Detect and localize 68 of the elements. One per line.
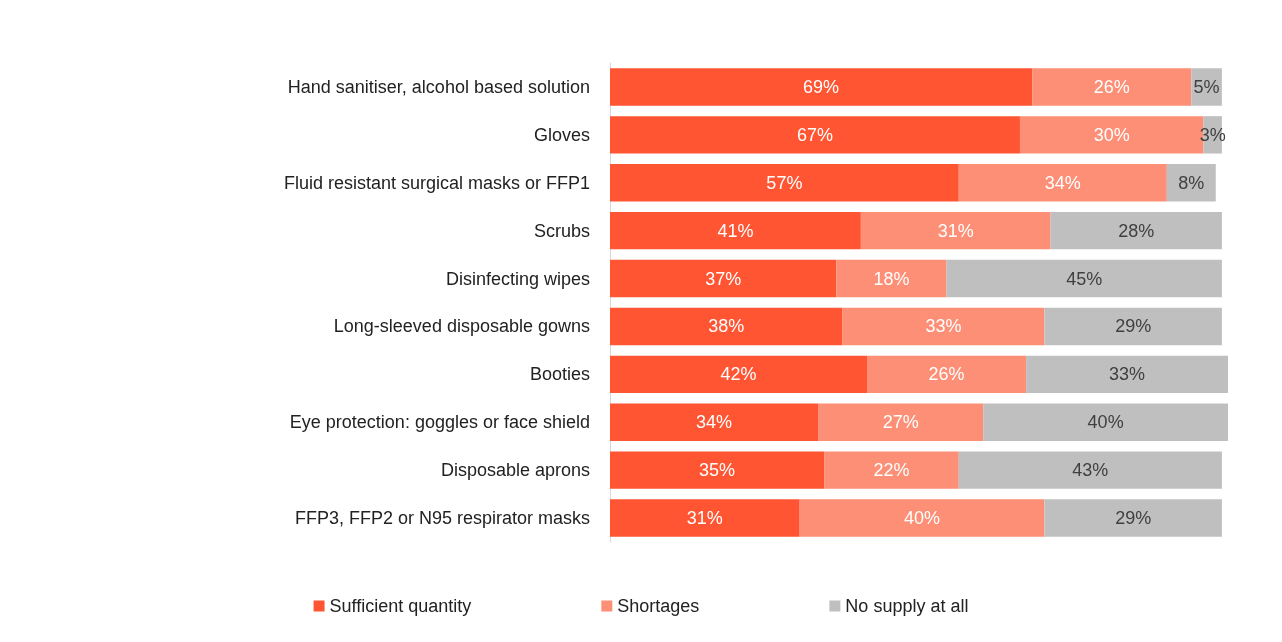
bar [610, 403, 819, 441]
data-label: 30% [1093, 124, 1130, 145]
data-label: 18% [873, 268, 910, 289]
bar [958, 451, 1222, 489]
bar [610, 116, 1020, 154]
data-label: 35% [699, 460, 736, 481]
bar [610, 259, 837, 298]
bar [860, 211, 1051, 250]
y-tick-label: Long-sleeved disposable gowns [333, 316, 590, 337]
bar [610, 307, 843, 346]
data-label: 26% [928, 364, 965, 385]
y-tick-label: Fluid resistant surgical masks or FFP1 [283, 172, 590, 193]
bar [958, 164, 1167, 202]
data-label: 33% [1109, 364, 1146, 385]
bar [836, 259, 947, 298]
y-tick-label: Hand sanitiser, alcohol based solution [287, 76, 590, 97]
legend-label: No supply at all [845, 596, 969, 616]
bar [610, 499, 800, 537]
data-label: 57% [766, 172, 803, 193]
data-label: 27% [882, 412, 919, 433]
data-label: 8% [1178, 172, 1205, 193]
data-label: 67% [796, 124, 833, 145]
data-label: 34% [1044, 172, 1081, 193]
bar [799, 499, 1045, 537]
data-label: 42% [720, 364, 757, 385]
y-tick-label: Eye protection: goggles or face shield [289, 412, 590, 433]
bar [1044, 307, 1222, 346]
y-tick-label: Gloves [533, 124, 590, 145]
bar [824, 451, 959, 489]
data-label: 33% [925, 316, 962, 337]
data-label: 40% [1087, 412, 1124, 433]
y-tick-label: Booties [529, 364, 590, 385]
data-label: 28% [1118, 220, 1155, 241]
bar [610, 451, 825, 489]
y-tick-label: Disinfecting wipes [445, 268, 590, 289]
data-label: 29% [1115, 316, 1152, 337]
bar [842, 307, 1045, 346]
data-label: 26% [1093, 76, 1130, 97]
bar [1032, 68, 1192, 106]
data-label: 38% [708, 316, 745, 337]
bar [610, 164, 959, 202]
data-label: 43% [1072, 460, 1109, 481]
bar [983, 403, 1228, 441]
bar [610, 68, 1033, 106]
data-label: 69% [803, 76, 840, 97]
bar [1026, 355, 1228, 394]
data-label: 40% [904, 508, 941, 529]
legend-label: Sufficient quantity [329, 596, 472, 616]
bar [610, 211, 861, 250]
bar [818, 403, 984, 441]
y-tick-label: Disposable aprons [440, 460, 590, 481]
bar [1050, 211, 1222, 250]
data-label: 45% [1066, 268, 1103, 289]
data-label: 22% [873, 460, 910, 481]
data-label: 29% [1115, 508, 1152, 529]
data-label: 34% [696, 412, 733, 433]
bar [1044, 499, 1222, 537]
bar [866, 355, 1027, 394]
data-label: 37% [705, 268, 742, 289]
data-label: 31% [686, 508, 723, 529]
data-label: 41% [717, 220, 754, 241]
legend-label: Shortages [617, 596, 700, 616]
y-tick-label: FFP3, FFP2 or N95 respirator masks [294, 508, 590, 529]
bar [610, 355, 867, 394]
bar [946, 259, 1222, 298]
y-tick-label: Scrubs [533, 220, 590, 241]
data-label: 5% [1193, 76, 1220, 97]
data-label: 31% [937, 220, 974, 241]
